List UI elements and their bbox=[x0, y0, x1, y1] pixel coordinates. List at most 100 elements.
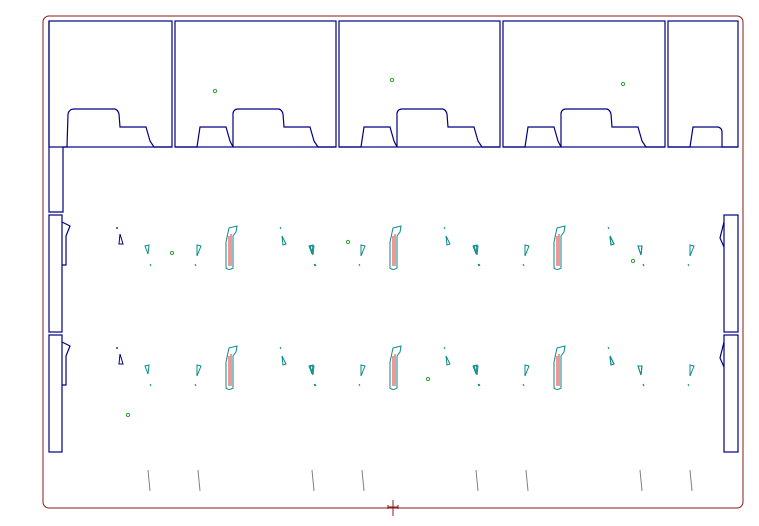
crease-line bbox=[392, 354, 396, 386]
top-panel bbox=[502, 20, 666, 148]
scoring-line bbox=[311, 469, 315, 492]
tick-mark bbox=[358, 263, 361, 267]
marker-dot bbox=[169, 250, 175, 256]
triangle-punch bbox=[524, 244, 530, 257]
scoring-line bbox=[147, 469, 151, 492]
tick-mark bbox=[607, 226, 610, 230]
tick-mark bbox=[443, 226, 446, 230]
crease-line bbox=[556, 234, 560, 266]
tick-mark bbox=[522, 263, 525, 267]
tick-mark bbox=[194, 263, 197, 267]
triangle-punch bbox=[609, 355, 615, 366]
triangle-punch bbox=[118, 233, 124, 245]
punch-marks bbox=[116, 225, 695, 390]
triangle-punch bbox=[689, 244, 695, 257]
crease-line bbox=[556, 354, 560, 386]
marker-dot bbox=[345, 239, 351, 245]
right-notch-lower bbox=[719, 341, 725, 368]
crease-line bbox=[392, 234, 396, 266]
scoring-line bbox=[475, 469, 479, 492]
marker-dot bbox=[620, 81, 626, 87]
left-notch-lower bbox=[61, 341, 71, 386]
triangle-punch bbox=[473, 365, 479, 376]
triangle-punch bbox=[360, 244, 366, 257]
triangle-punch bbox=[609, 235, 615, 246]
crease-slot bbox=[389, 225, 402, 270]
tick-mark bbox=[313, 263, 316, 267]
triangle-punch bbox=[281, 235, 287, 246]
crease-line bbox=[228, 354, 232, 386]
tick-mark bbox=[149, 383, 152, 387]
marker-dot bbox=[125, 412, 131, 418]
tick-mark bbox=[279, 226, 282, 230]
triangle-punch bbox=[196, 244, 202, 257]
top-panel bbox=[174, 20, 337, 148]
triangle-punch bbox=[472, 364, 478, 375]
triangle-punch bbox=[118, 353, 124, 365]
triangle-punch bbox=[309, 365, 315, 376]
marker-dot bbox=[630, 258, 636, 264]
tick-mark bbox=[314, 383, 317, 387]
marker-dot bbox=[212, 88, 218, 94]
left-notch-upper bbox=[61, 221, 71, 266]
triangle-punch bbox=[360, 364, 366, 377]
tick-mark bbox=[478, 383, 481, 387]
crease-slot bbox=[225, 345, 238, 390]
crease-slot bbox=[225, 225, 238, 270]
center-cross-icon bbox=[387, 500, 399, 516]
tick-mark bbox=[279, 346, 282, 350]
triangle-punch bbox=[637, 365, 643, 376]
triangle-punch bbox=[689, 364, 695, 377]
top-panel bbox=[667, 20, 739, 148]
scoring-line bbox=[361, 469, 365, 492]
tick-mark bbox=[358, 383, 361, 387]
scoring-line bbox=[689, 469, 693, 492]
tick-mark bbox=[194, 383, 197, 387]
tick-mark bbox=[687, 263, 690, 267]
triangle-punch bbox=[281, 355, 287, 366]
triangle-punch bbox=[308, 364, 314, 375]
triangle-punch bbox=[309, 245, 315, 256]
tick-mark bbox=[607, 346, 610, 350]
tick-mark bbox=[313, 383, 316, 387]
scoring-lines bbox=[147, 469, 693, 492]
right-side-panel-lower bbox=[723, 334, 739, 453]
scoring-line bbox=[197, 469, 201, 492]
tick-mark bbox=[522, 383, 525, 387]
triangle-punch bbox=[524, 364, 530, 377]
triangle-punch bbox=[308, 244, 314, 255]
tick-mark bbox=[443, 346, 446, 350]
left-side-panel-upper bbox=[48, 214, 63, 333]
triangle-punch bbox=[144, 364, 150, 375]
right-side-panel-upper bbox=[723, 214, 739, 333]
tick-mark bbox=[314, 263, 317, 267]
crease-slot bbox=[553, 225, 566, 270]
marker-dot bbox=[389, 77, 395, 83]
crease-slot bbox=[389, 345, 402, 390]
tick-mark bbox=[642, 383, 645, 387]
tick-mark bbox=[477, 383, 480, 387]
side-panels bbox=[48, 214, 739, 453]
triangle-punch bbox=[445, 235, 451, 246]
crease-line bbox=[228, 234, 232, 266]
triangle-punch bbox=[445, 355, 451, 366]
triangle-punch bbox=[472, 244, 478, 255]
tick-mark bbox=[149, 263, 152, 267]
scoring-line bbox=[639, 469, 643, 492]
top-panel bbox=[338, 20, 501, 148]
scoring-line bbox=[525, 469, 529, 492]
triangle-punch bbox=[473, 245, 479, 256]
triangle-punch bbox=[196, 364, 202, 377]
registration-markers bbox=[125, 77, 636, 418]
triangle-punch bbox=[144, 244, 150, 255]
crease-slot bbox=[553, 345, 566, 390]
body-cut-line bbox=[48, 21, 738, 213]
left-side-panel-lower bbox=[48, 334, 63, 453]
marker-dot bbox=[425, 376, 431, 382]
tick-mark bbox=[687, 383, 690, 387]
right-notch-upper bbox=[719, 221, 725, 248]
top-flap-panels bbox=[48, 20, 739, 148]
tick-mark bbox=[478, 263, 481, 267]
tick-mark bbox=[642, 263, 645, 267]
